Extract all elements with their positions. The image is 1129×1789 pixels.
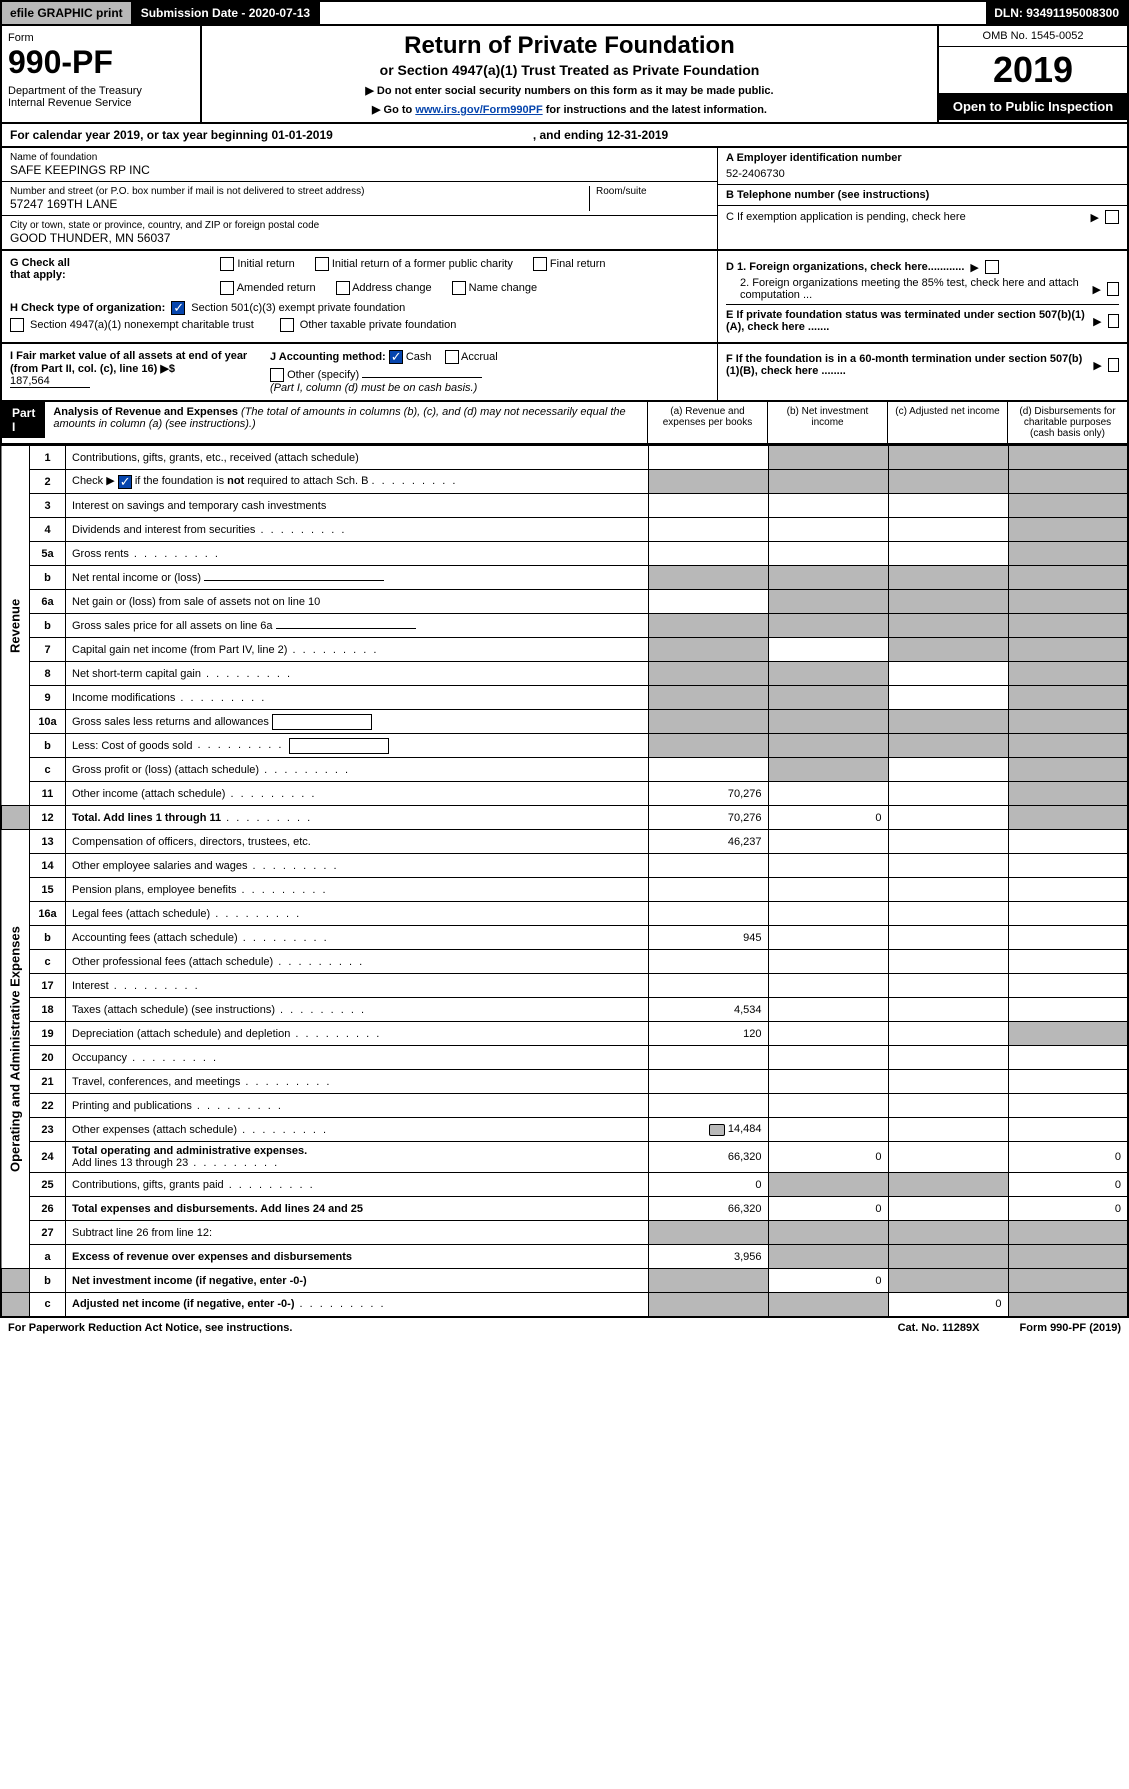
form-title: Return of Private Foundation bbox=[208, 32, 931, 60]
col-c: (c) Adjusted net income bbox=[887, 402, 1007, 443]
i-label: I Fair market value of all assets at end… bbox=[10, 350, 247, 375]
col-b: (b) Net investment income bbox=[767, 402, 887, 443]
submission-date: Submission Date - 2020-07-13 bbox=[133, 2, 320, 24]
calendar-year: For calendar year 2019, or tax year begi… bbox=[0, 124, 1129, 148]
i-value: 187,564 bbox=[10, 375, 90, 388]
chk-4947[interactable] bbox=[10, 318, 24, 332]
tax-year: 2019 bbox=[939, 47, 1127, 93]
name-label: Name of foundation bbox=[10, 152, 709, 163]
f-label: F If the foundation is in a 60-month ter… bbox=[726, 353, 1087, 377]
room-label: Room/suite bbox=[596, 186, 709, 197]
phone-label: B Telephone number (see instructions) bbox=[726, 189, 1119, 201]
part1-label: Part I bbox=[2, 402, 45, 438]
form-subtitle: or Section 4947(a)(1) Trust Treated as P… bbox=[208, 62, 931, 78]
c-label: C If exemption application is pending, c… bbox=[726, 211, 1091, 223]
footer-right: Form 990-PF (2019) bbox=[1020, 1322, 1122, 1334]
chk-d2[interactable] bbox=[1107, 282, 1119, 296]
addr-label: Number and street (or P.O. box number if… bbox=[10, 186, 589, 197]
c-checkbox[interactable] bbox=[1105, 210, 1119, 224]
col-a: (a) Revenue and expenses per books bbox=[647, 402, 767, 443]
chk-name-change[interactable] bbox=[452, 281, 466, 295]
expenses-side-label: Operating and Administrative Expenses bbox=[1, 830, 30, 1269]
chk-schb[interactable] bbox=[118, 475, 132, 489]
d2-label: 2. Foreign organizations meeting the 85%… bbox=[726, 277, 1086, 301]
e-label: E If private foundation status was termi… bbox=[726, 309, 1087, 333]
part1-table: Revenue 1Contributions, gifts, grants, e… bbox=[0, 445, 1129, 1318]
footer-left: For Paperwork Reduction Act Notice, see … bbox=[8, 1322, 292, 1334]
open-public: Open to Public Inspection bbox=[939, 93, 1127, 120]
city: GOOD THUNDER, MN 56037 bbox=[10, 231, 709, 245]
chk-final[interactable] bbox=[533, 257, 547, 271]
chk-501c3[interactable] bbox=[171, 301, 185, 315]
j-label: J Accounting method: bbox=[270, 351, 386, 363]
foundation-name: SAFE KEEPINGS RP INC bbox=[10, 163, 709, 177]
chk-initial[interactable] bbox=[220, 257, 234, 271]
g-label: G Check all that apply: bbox=[10, 257, 90, 281]
h-label: H Check type of organization: bbox=[10, 302, 165, 314]
cal-begin: For calendar year 2019, or tax year begi… bbox=[10, 128, 333, 142]
chk-other-method[interactable] bbox=[270, 368, 284, 382]
cal-end: , and ending 12-31-2019 bbox=[533, 128, 668, 142]
d1-label: D 1. Foreign organizations, check here..… bbox=[726, 261, 964, 273]
attach-icon[interactable] bbox=[709, 1124, 725, 1136]
j-note: (Part I, column (d) must be on cash basi… bbox=[270, 382, 498, 394]
page-footer: For Paperwork Reduction Act Notice, see … bbox=[0, 1318, 1129, 1338]
instr-2: ▶ Go to www.irs.gov/Form990PF for instru… bbox=[208, 103, 931, 116]
footer-mid: Cat. No. 11289X bbox=[898, 1322, 980, 1334]
chk-other-taxable[interactable] bbox=[280, 318, 294, 332]
chk-addr-change[interactable] bbox=[336, 281, 350, 295]
chk-accrual[interactable] bbox=[445, 350, 459, 364]
ein-label: A Employer identification number bbox=[726, 152, 1119, 164]
hij-section: I Fair market value of all assets at end… bbox=[0, 344, 1129, 402]
part1-title: Analysis of Revenue and Expenses bbox=[53, 406, 238, 418]
chk-d1[interactable] bbox=[985, 260, 999, 274]
dept: Department of the TreasuryInternal Reven… bbox=[8, 85, 194, 109]
part1-header: Part I Analysis of Revenue and Expenses … bbox=[0, 402, 1129, 445]
top-bar: efile GRAPHIC print Submission Date - 20… bbox=[0, 0, 1129, 26]
form-number: 990-PF bbox=[8, 44, 194, 81]
form-header: Form 990-PF Department of the TreasuryIn… bbox=[0, 26, 1129, 124]
chk-amended[interactable] bbox=[220, 281, 234, 295]
chk-f[interactable] bbox=[1108, 358, 1119, 372]
chk-initial-former[interactable] bbox=[315, 257, 329, 271]
check-section-g: G Check all that apply: Initial return I… bbox=[0, 251, 1129, 344]
form-label: Form bbox=[8, 32, 194, 44]
revenue-side-label: Revenue bbox=[1, 446, 30, 806]
efile-button[interactable]: efile GRAPHIC print bbox=[2, 2, 133, 24]
instr-1: ▶ Do not enter social security numbers o… bbox=[208, 84, 931, 97]
instructions-link[interactable]: www.irs.gov/Form990PF bbox=[415, 104, 542, 116]
chk-e[interactable] bbox=[1108, 314, 1119, 328]
chk-cash[interactable] bbox=[389, 350, 403, 364]
city-label: City or town, state or province, country… bbox=[10, 220, 709, 231]
col-d: (d) Disbursements for charitable purpose… bbox=[1007, 402, 1127, 443]
ein: 52-2406730 bbox=[726, 168, 1119, 180]
address: 57247 169TH LANE bbox=[10, 197, 589, 211]
omb: OMB No. 1545-0052 bbox=[939, 26, 1127, 47]
dln: DLN: 93491195008300 bbox=[986, 2, 1127, 24]
entity-info: Name of foundation SAFE KEEPINGS RP INC … bbox=[0, 148, 1129, 251]
